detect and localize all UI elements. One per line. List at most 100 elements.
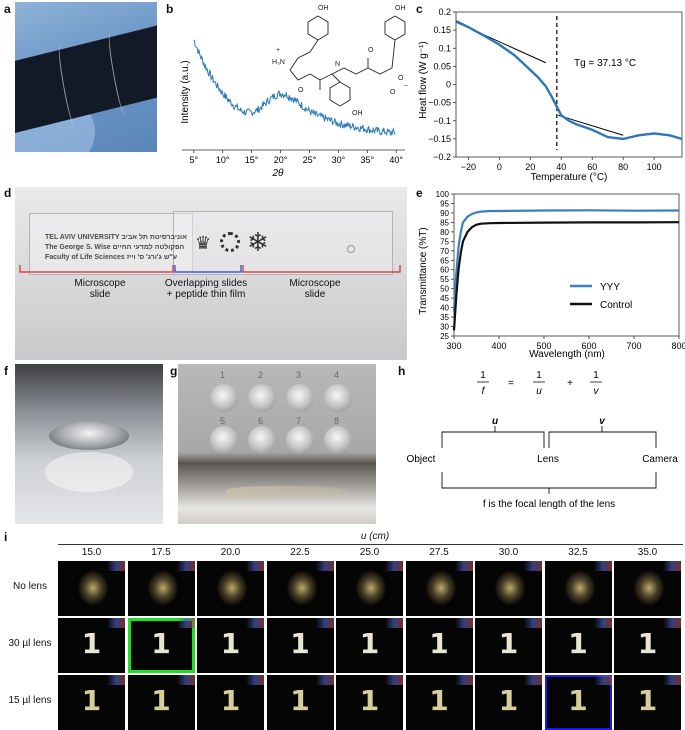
diagram-caption: f is the focal length of the lens [483,499,615,510]
svg-text:−: − [404,83,408,90]
chart-e-ytick-label: 45 [440,294,449,303]
label-left-slide: Microscope slide [74,278,126,300]
row-label: 30 µl lens [8,638,52,649]
light-glare [454,561,473,571]
bracket-right-slide [242,265,401,273]
image-cell: 1 [266,675,334,730]
blurred-object [356,571,386,605]
chart-c-xtick-label: 60 [587,162,597,172]
slide-text-line-3: Faculty of Life Sciences ע"ש ג'ורג' ס' ו… [45,254,178,261]
image-cell [544,561,612,616]
focused-digit-one: 1 [359,627,380,660]
blurred-object [286,571,317,605]
light-glare [176,618,195,628]
row-label: No lens [13,581,47,592]
lens-well [210,426,238,454]
image-cell [336,561,403,616]
panel-label-f: f [4,364,8,378]
image-cell: 1 [405,618,473,673]
light-glare [385,561,403,571]
chart-e-ytick-label: 50 [440,285,449,294]
bracket-f [441,472,657,489]
chart-e-xlabel: Wavelength (nm) [529,349,605,360]
chart-e-legend-control: Control [600,300,632,311]
diagram-object: Object [407,454,436,465]
well-number: 3 [296,370,302,380]
chart-c-ytick-label: −0.05 [428,98,451,108]
photo-film-on-glove [15,2,157,152]
bracket-overlap [174,265,242,273]
chart-e-ytick-label: 95 [440,199,449,208]
panel-label-a: a [4,2,11,16]
lens-well [248,426,276,454]
blurred-object [78,571,108,605]
diagram-lens: Lens [537,454,559,465]
u-value-label: 25.0 [359,547,380,558]
bracket-v [548,431,657,448]
photo-peptide-lens [15,364,163,524]
light-glare [385,618,403,628]
lens-reflection [45,452,133,492]
image-cell: 1 [544,675,612,730]
chart-c-xtick-label: 20 [525,162,535,172]
light-glare [593,561,612,571]
light-glare [246,561,264,571]
u-value-label: 15.0 [81,547,102,558]
light-glare [107,618,125,628]
chart-b-ylabel: Intensity (a.u.) [180,60,191,123]
image-cell: 1 [58,675,125,730]
light-glare [524,675,542,685]
eq-numerator-3: 1 [593,370,599,381]
slide-left [29,213,193,275]
chart-e-ytick-label: 25 [440,332,449,341]
chart-e-ytick-label: 100 [436,190,450,199]
diagram-u-label: u [492,416,498,427]
light-glare [454,618,473,628]
light-glare [593,675,612,685]
image-cell [266,561,334,616]
light-glare [315,618,334,628]
chart-e-xtick-label: 300 [446,341,461,351]
panel-label-d: d [4,186,12,200]
chart-c-ytick-label: 0.1 [438,43,451,53]
u-value-label: 35.0 [637,547,658,558]
blurred-object [634,571,664,605]
eq-plus: + [567,378,573,389]
image-cell: 1 [58,618,125,673]
chart-e-ytick-label: 70 [440,247,449,256]
chart-e-transmittance: Transmittance (%T) 300 400 500 600 700 800 100… [418,190,685,360]
chart-b-xrd: Intensity (a.u.) 5° 10° 15° 20° 25° 30° 35° 40°… [180,5,408,179]
focused-digit-one: 1 [151,627,171,660]
image-cell [405,561,473,616]
image-cell: 1 [475,675,542,730]
grid-u-title: u (cm) [360,531,390,542]
image-cell: 1 [197,618,264,673]
university-logo-icon: ♛ [195,233,212,253]
lens-well [210,384,238,412]
focused-digit-one: 1 [498,684,519,717]
focused-digit-one: 1 [359,684,380,717]
lens-droplet [49,422,129,450]
light-glare [246,618,264,628]
blurred-object [564,571,595,605]
svg-text:H₃N: H₃N [272,59,285,66]
light-glare [107,561,125,571]
u-value-label: 27.5 [429,547,449,558]
label-right-slide: Microscope slide [289,278,341,300]
chart-c-dsc: Heat flow (W g⁻¹) −20 0 20 40 60 80 100 0.2 0.15… [418,7,683,183]
chart-e-ytick-label: 35 [440,313,449,322]
svg-text:O: O [398,75,404,82]
chart-b-xlabel: 2θ [272,168,285,179]
chart-e-ytick-label: 75 [440,237,449,246]
chart-e-xtick-label: 400 [491,341,506,351]
svg-text:O: O [390,89,396,96]
chart-e-series-yyy [452,209,680,312]
blurred-object [425,571,456,605]
well-number: 8 [334,416,340,426]
tyrosine-tripeptide-structure [289,15,406,107]
eq-numerator-2: 1 [536,370,542,381]
chart-b-xtick-label: 5° [189,155,198,165]
bracket-u [441,431,545,448]
u-value-label: 17.5 [151,547,171,558]
